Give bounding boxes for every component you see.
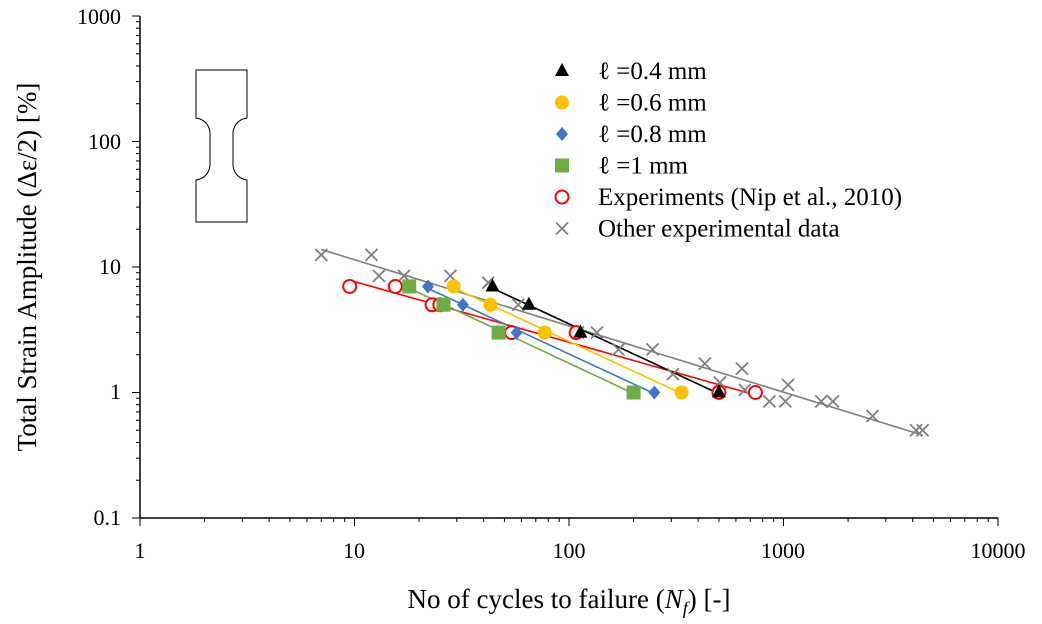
data-point [314,248,328,262]
data-point [436,297,451,312]
data-point [781,378,795,392]
data-point [372,269,386,283]
data-point [537,325,552,340]
data-point [456,297,469,312]
data-markers [314,248,930,437]
legend: ℓ =0.4 mm ℓ =0.6 mm ℓ =0.8 mm ℓ =1 mm Experi… [554,58,902,243]
fit-line [349,279,756,396]
data-point [814,394,828,408]
data-point [590,325,604,340]
data-point [674,385,689,400]
x-tick-label: 1 [135,538,146,563]
x-tick-labels: 1 10 100 1000 10000 [135,538,1026,563]
data-point [645,342,660,357]
x-tick-label: 10 [343,538,365,563]
legend-marker [556,127,568,141]
y-tick-label: 1000 [77,4,121,29]
specimen-diagram [195,69,248,223]
data-point [511,298,525,312]
y-tick-labels: 1000 100 10 1 0.1 [77,4,121,530]
data-point [747,385,763,400]
legend-marker [555,95,569,110]
legend-marker [555,221,569,236]
data-point [666,367,680,381]
data-point [778,394,792,408]
fit-lines [321,248,923,436]
data-point [711,384,726,398]
data-point [865,409,880,423]
data-point [698,356,712,371]
data-point [573,324,588,338]
data-point [491,325,506,340]
data-point [485,278,500,292]
legend-marker [555,63,569,76]
data-point [826,394,840,408]
y-tick-label: 1 [110,379,121,404]
data-point [915,423,930,437]
axes [139,16,998,519]
data-point [521,296,536,310]
x-tick-label: 1000 [761,538,805,563]
legend-label: ℓ =1 mm [598,153,689,180]
data-point [364,248,379,262]
data-point [611,342,626,357]
data-point [648,385,661,400]
y-axis-title: Total Strain Amplitude (Δε/2) [%] [12,83,42,452]
data-point [387,278,403,294]
data-point [483,297,498,312]
data-point [626,385,641,400]
data-point [342,278,358,294]
data-point [421,279,434,294]
data-point [735,361,749,376]
axis-ticks [132,15,999,526]
data-point [510,325,523,340]
x-tick-label: 10000 [971,538,1026,563]
legend-marker [555,158,569,173]
y-tick-label: 0.1 [94,505,122,530]
specimen-shape [195,69,248,223]
legend-label: Other experimental data [598,216,840,243]
legend-label: ℓ =0.4 mm [598,58,707,85]
x-tick-label: 100 [553,538,586,563]
data-point [762,394,777,408]
legend-marker [554,189,570,205]
y-tick-label: 10 [99,254,121,279]
fit-line [321,248,923,436]
data-point [909,423,923,437]
data-point [402,279,417,294]
data-point [446,279,461,294]
legend-label: ℓ =0.6 mm [598,90,707,117]
y-tick-label: 100 [88,129,121,154]
legend-label: ℓ =0.8 mm [598,121,707,148]
legend-label: Experiments (Nip et al., 2010) [598,184,902,211]
x-axis-title: No of cycles to failure (Nf) [-] [408,584,731,618]
